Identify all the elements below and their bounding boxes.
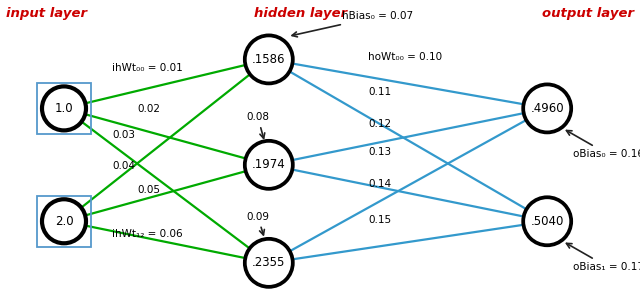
Text: .5040: .5040: [531, 215, 564, 228]
Text: 0.02: 0.02: [138, 104, 161, 114]
Ellipse shape: [244, 141, 293, 189]
Text: 0.05: 0.05: [138, 185, 161, 195]
Text: oBias₀ = 0.16: oBias₀ = 0.16: [566, 130, 640, 159]
Text: .1586: .1586: [252, 53, 285, 66]
Ellipse shape: [42, 86, 86, 130]
Text: .4960: .4960: [531, 102, 564, 115]
Text: 0.12: 0.12: [368, 119, 391, 129]
Text: 0.08: 0.08: [246, 112, 269, 138]
Text: hBias₀ = 0.07: hBias₀ = 0.07: [292, 11, 413, 37]
Ellipse shape: [244, 35, 293, 83]
Text: input layer: input layer: [6, 7, 88, 20]
Text: .2355: .2355: [252, 256, 285, 269]
Text: .1974: .1974: [252, 158, 285, 171]
Text: 0.15: 0.15: [368, 215, 391, 225]
Ellipse shape: [524, 197, 572, 245]
Ellipse shape: [42, 199, 86, 243]
Ellipse shape: [524, 84, 572, 132]
Text: ihWt₁₂ = 0.06: ihWt₁₂ = 0.06: [112, 229, 182, 239]
Text: 0.09: 0.09: [246, 212, 269, 235]
Text: 1.0: 1.0: [54, 102, 74, 115]
Text: hoWt₀₀ = 0.10: hoWt₀₀ = 0.10: [368, 52, 442, 62]
Text: hidden layer: hidden layer: [254, 7, 348, 20]
Text: 0.03: 0.03: [112, 130, 135, 140]
Text: 0.14: 0.14: [368, 179, 391, 189]
Text: 2.0: 2.0: [54, 215, 74, 228]
Text: ihWt₀₀ = 0.01: ihWt₀₀ = 0.01: [112, 63, 183, 73]
Text: 0.04: 0.04: [112, 161, 135, 171]
Text: oBias₁ = 0.17: oBias₁ = 0.17: [566, 243, 640, 272]
Ellipse shape: [244, 239, 293, 287]
Text: 0.11: 0.11: [368, 87, 391, 97]
Text: 0.13: 0.13: [368, 146, 391, 157]
Text: output layer: output layer: [541, 7, 634, 20]
